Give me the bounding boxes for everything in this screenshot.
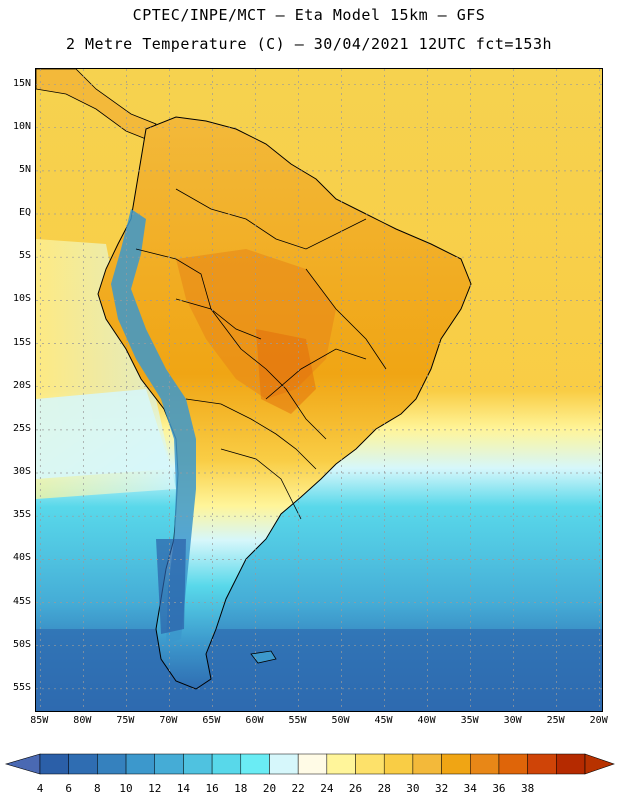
colorbar-swatch <box>68 753 98 775</box>
colorbar-tick-label: 36 <box>492 782 506 795</box>
lat-label: 20S <box>12 379 31 391</box>
colorbar-tick-label: 18 <box>234 782 248 795</box>
colorbar-tick-label: 6 <box>65 782 72 795</box>
lat-label: 5S <box>18 250 31 262</box>
patagonia-andes <box>156 539 186 634</box>
colorbar-tick-label: 24 <box>320 782 334 795</box>
lat-lon-grid <box>36 69 602 711</box>
colorbar-tick-label: 4 <box>36 782 44 795</box>
lat-label: 10N <box>12 120 31 132</box>
colorbar-tick-label: 14 <box>176 782 191 795</box>
map-title-line-2: 2 Metre Temperature (C) – 30/04/2021 12U… <box>65 35 553 53</box>
lon-label: 70W <box>159 715 178 726</box>
lat-label: 15N <box>12 77 31 89</box>
lon-label: 25W <box>546 715 565 726</box>
andes-cold-ridge <box>111 209 196 644</box>
colorbar-swatch <box>383 753 414 775</box>
lat-label: 5N <box>18 163 31 175</box>
colorbar-min-arrow <box>4 753 41 775</box>
colorbar-max-arrow <box>584 753 615 775</box>
colorbar-tick-label: 30 <box>406 782 420 795</box>
colorbar-swatch <box>183 753 213 775</box>
colorbar-swatch <box>240 753 270 775</box>
lon-label: 30W <box>503 715 522 726</box>
colorbar-tick-label: 12 <box>148 782 162 795</box>
colorbar-tick-label: 38 <box>521 782 535 795</box>
lon-label: 85W <box>30 715 49 726</box>
amazon-hot-region <box>176 249 336 399</box>
colorbar-swatch <box>269 753 299 775</box>
colorbar-tick-label: 22 <box>291 782 305 795</box>
colorbar-tick-label: 20 <box>262 782 277 795</box>
colorbar-swatch <box>154 753 184 775</box>
lon-label: 55W <box>288 715 307 726</box>
colorbar-swatch <box>326 753 356 775</box>
lat-label: 35S <box>12 509 31 521</box>
colorbar-swatch <box>412 753 442 775</box>
lat-label: 50S <box>12 638 31 650</box>
lat-label: EQ <box>18 207 31 219</box>
country-borders <box>135 188 387 520</box>
colorbar-swatch <box>441 753 471 775</box>
colorbar-tick-label: 28 <box>377 782 391 795</box>
colorbar-swatch <box>355 753 385 775</box>
lon-label: 20W <box>589 715 608 726</box>
map-frame <box>35 68 603 712</box>
temperature-map <box>36 69 602 711</box>
lon-label: 60W <box>245 715 264 726</box>
temperature-colorbar <box>4 753 615 775</box>
lat-label: 45S <box>12 595 31 607</box>
colorbar-swatch <box>498 753 528 775</box>
southern-cold-ocean <box>36 629 602 711</box>
lon-label: 40W <box>417 715 436 726</box>
colorbar-tick-label: 8 <box>94 782 101 795</box>
colorbar-swatch <box>125 753 155 775</box>
lat-label: 55S <box>12 681 31 693</box>
colorbar-swatch <box>470 753 500 775</box>
colorbar-tick-label: 32 <box>434 782 449 795</box>
colorbar-tick-label: 26 <box>348 782 363 795</box>
map-title-line-1: CPTEC/INPE/MCT – Eta Model 15km – GFS <box>132 6 486 24</box>
lat-label: 30S <box>12 466 31 477</box>
lat-label: 15S <box>12 336 31 348</box>
colorbar-swatch <box>556 753 586 775</box>
colorbar-swatch <box>39 753 69 775</box>
lon-label: 75W <box>116 715 135 726</box>
colorbar-swatch <box>527 753 557 775</box>
lon-label: 50W <box>331 715 350 726</box>
lon-label: 45W <box>374 715 393 726</box>
colorbar-swatch <box>211 753 242 775</box>
lat-label: 40S <box>12 552 31 564</box>
pacific-cold-tongue <box>36 389 171 479</box>
colorbar-tick-label: 10 <box>119 782 133 795</box>
falkland-islands <box>250 650 277 664</box>
colorbar-tick-label: 16 <box>205 782 219 795</box>
colorbar-tick-label: 34 <box>463 782 477 795</box>
colorbar-swatch <box>297 753 328 775</box>
lat-label: 25S <box>12 422 31 434</box>
colorbar-swatch <box>97 753 127 775</box>
lat-label: 10S <box>12 293 31 305</box>
lon-label: 35W <box>460 715 479 726</box>
lon-label: 65W <box>202 715 221 726</box>
pantanal-hot-region <box>256 329 316 414</box>
lon-label: 80W <box>73 715 92 726</box>
